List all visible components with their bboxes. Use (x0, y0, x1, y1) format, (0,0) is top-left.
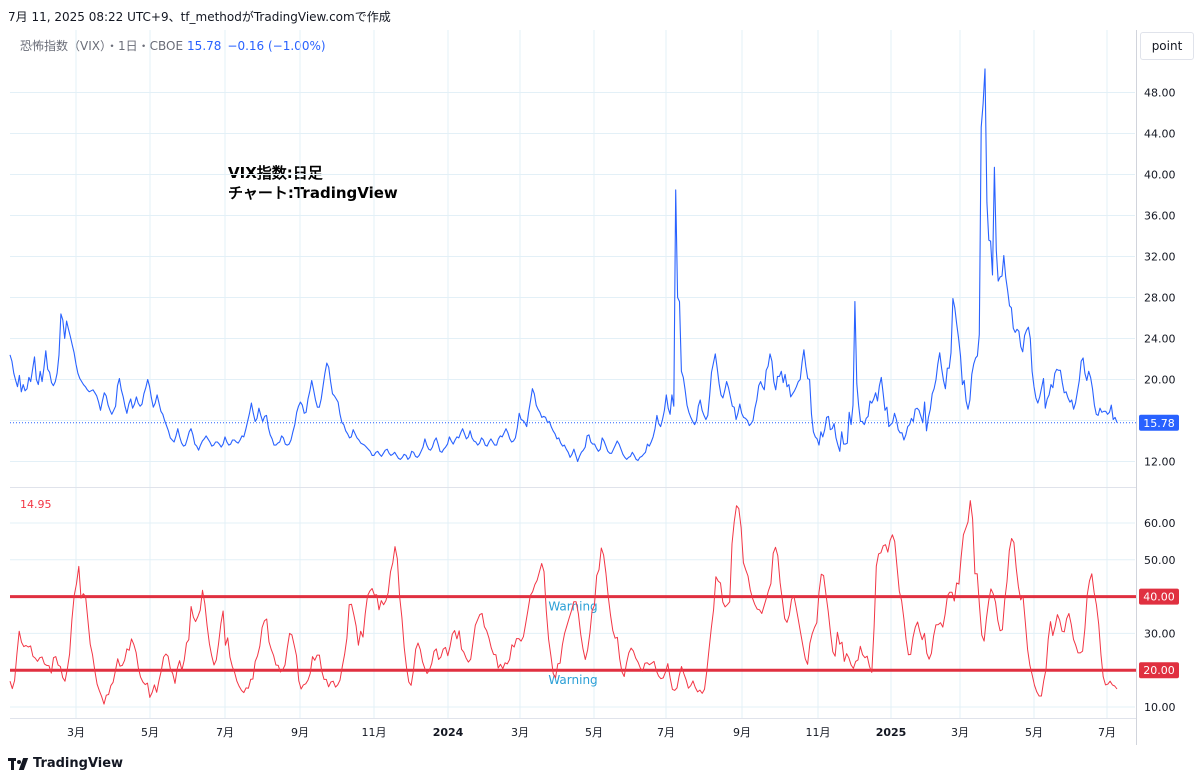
time-tick-label: 5月 (585, 726, 603, 739)
warning-label: Warning (548, 673, 597, 687)
chart-annotation: VIX指数:日足 チャート:TradingView (228, 163, 398, 203)
time-tick-label: 3月 (511, 726, 529, 739)
time-tick-label: 7月 (216, 726, 234, 739)
time-tick-label: 2025 (876, 726, 907, 739)
last-price: 15.78 (187, 39, 222, 53)
symbol-name: 恐怖指数（VIX）・1日・CBOE (20, 39, 184, 53)
level-badge (1139, 662, 1179, 679)
time-tick-label: 7月 (1098, 726, 1116, 739)
footer-brand-name: TradingView (33, 756, 124, 771)
time-tick-label: 7月 (657, 726, 675, 739)
time-tick-label: 11月 (362, 726, 387, 739)
price-tick-label: 24.00 (1144, 333, 1176, 346)
oscillator-series-line (9, 500, 1118, 705)
level-badge-label: 20.00 (1143, 664, 1175, 677)
annotation-line-2: チャート:TradingView (228, 184, 398, 202)
time-tick-label: 5月 (1025, 726, 1043, 739)
time-tick-label: 5月 (141, 726, 159, 739)
osc-tick-label: 30.00 (1144, 627, 1176, 640)
level-badge-label: 40.00 (1143, 591, 1175, 604)
time-tick-label: 9月 (291, 726, 309, 739)
level-badge (1139, 588, 1179, 605)
oscillator-value: 14.95 (20, 498, 52, 511)
time-tick-label: 2024 (433, 726, 464, 739)
vix-series-line (9, 68, 1118, 463)
annotation-line-1: VIX指数:日足 (228, 164, 323, 182)
price-change: −0.16 (−1.00%) (227, 39, 326, 53)
time-tick-label: 3月 (67, 726, 85, 739)
last-price-badge (1139, 414, 1179, 431)
footer-brand: TradingView (8, 756, 123, 771)
price-tick-label: 20.00 (1144, 374, 1176, 387)
last-price-badge-label: 15.78 (1143, 417, 1175, 430)
price-tick-label: 28.00 (1144, 292, 1176, 305)
tradingview-logo-icon (8, 757, 29, 770)
price-tick-label: 44.00 (1144, 128, 1176, 141)
symbol-legend[interactable]: 恐怖指数（VIX）・1日・CBOE 15.78 −0.16 (−1.00%) (20, 37, 326, 54)
price-tick-label: 48.00 (1144, 87, 1176, 100)
osc-tick-label: 50.00 (1144, 554, 1176, 567)
time-tick-label: 3月 (951, 726, 969, 739)
chart-credit: 7月 11, 2025 08:22 UTC+9、tf_methodがTradin… (8, 10, 391, 24)
price-scale-unit-button[interactable]: point (1140, 32, 1194, 60)
price-tick-label: 32.00 (1144, 251, 1176, 264)
price-tick-label: 36.00 (1144, 210, 1176, 223)
time-tick-label: 11月 (806, 726, 831, 739)
osc-tick-label: 10.00 (1144, 701, 1176, 714)
price-tick-label: 40.00 (1144, 169, 1176, 182)
price-tick-label: 12.00 (1144, 456, 1176, 469)
osc-tick-label: 60.00 (1144, 517, 1176, 530)
time-tick-label: 9月 (733, 726, 751, 739)
